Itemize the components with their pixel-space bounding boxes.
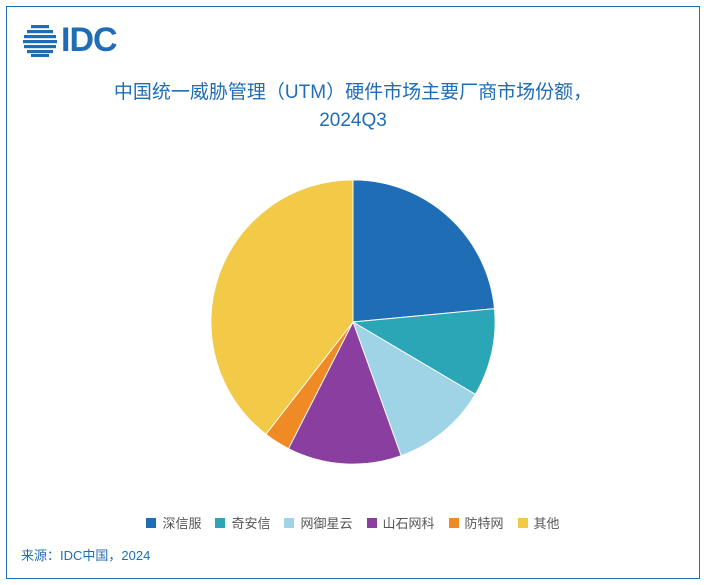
legend-label: 山石网科 — [383, 513, 435, 532]
legend-item-4: 防特网 — [449, 513, 504, 532]
idc-logo-mark-icon — [23, 25, 57, 57]
legend-item-3: 山石网科 — [367, 513, 435, 532]
legend-label: 网御星云 — [300, 513, 352, 532]
pie-svg — [173, 157, 533, 487]
legend: 深信服 奇安信 网御星云 山石网科 防特网 其他 — [7, 513, 699, 532]
legend-label: 其他 — [534, 513, 560, 532]
pie-chart — [7, 157, 699, 487]
legend-swatch-icon — [367, 518, 377, 528]
legend-label: 防特网 — [465, 513, 504, 532]
title-line-1: 中国统一威胁管理（UTM）硬件市场主要厂商市场份额， — [114, 82, 592, 103]
legend-swatch-icon — [284, 518, 294, 528]
legend-item-2: 网御星云 — [284, 513, 352, 532]
legend-swatch-icon — [215, 518, 225, 528]
source-text: 来源：IDC中国，2024 — [21, 545, 150, 564]
idc-logo-text: IDC — [61, 21, 117, 60]
legend-swatch-icon — [449, 518, 459, 528]
title-line-2: 2024Q3 — [319, 110, 387, 131]
idc-logo: IDC — [23, 21, 117, 60]
legend-swatch-icon — [518, 518, 528, 528]
globe-lines-icon — [23, 25, 57, 57]
legend-item-0: 深信服 — [146, 513, 201, 532]
legend-label: 深信服 — [162, 513, 201, 532]
legend-swatch-icon — [146, 518, 156, 528]
legend-label: 奇安信 — [231, 513, 270, 532]
chart-title: 中国统一威胁管理（UTM）硬件市场主要厂商市场份额， 2024Q3 — [7, 79, 699, 134]
pie-slice-0 — [353, 180, 494, 322]
legend-item-1: 奇安信 — [215, 513, 270, 532]
outer-frame: IDC 中国统一威胁管理（UTM）硬件市场主要厂商市场份额， 2024Q3 深信… — [6, 6, 700, 579]
legend-item-5: 其他 — [518, 513, 560, 532]
